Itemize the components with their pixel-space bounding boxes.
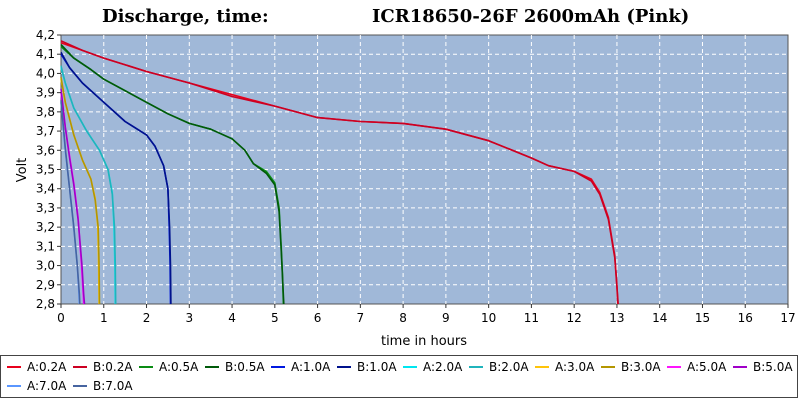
legend-swatch [7,366,21,368]
series-lines [60,40,619,305]
legend-item: A:3.0A [535,359,594,375]
y-axis-label: Volt [15,158,30,183]
y-tick-label: 2,9 [36,278,55,292]
legend-swatch [139,366,153,368]
y-tick-label: 3,3 [36,201,55,215]
legend-swatch [535,366,549,368]
chart-legend: A:0.2A B:0.2A A:0.5A B:0.5A A:1.0A B:1.0A A:2.… [0,355,798,398]
x-tick-label: 14 [652,311,667,325]
y-tick-label: 4,1 [36,47,55,61]
legend-item: B:0.2A [73,359,133,375]
legend-item: A:0.2A [7,359,66,375]
x-tick-label: 0 [57,311,65,325]
series-line-7 [60,65,117,305]
legend-swatch [205,366,219,368]
legend-swatch [403,366,417,368]
legend-label: A:5.0A [687,360,727,374]
x-tick-label: 4 [228,311,236,325]
x-tick-label: 12 [567,311,582,325]
x-tick-label: 10 [481,311,496,325]
legend-item: A:2.0A [403,359,462,375]
x-tick-label: 6 [314,311,322,325]
chart-title-right: ICR18650-26F 2600mAh (Pink) [372,6,689,27]
legend-swatch [7,385,21,387]
x-tick-label: 7 [357,311,365,325]
x-tick-label: 13 [609,311,624,325]
legend-label: B:7.0A [93,379,133,393]
x-tick-label: 5 [271,311,279,325]
y-tick-label: 3,9 [36,86,55,100]
legend-label: B:3.0A [621,360,661,374]
y-tick-label: 3,7 [36,124,55,138]
x-tick-label: 2 [143,311,151,325]
y-tick-label: 2,8 [36,297,55,311]
x-axis-label: time in hours [381,334,467,349]
legend-label: B:1.0A [357,360,397,374]
legend-label: B:0.2A [93,360,133,374]
series-line-9 [60,77,101,305]
legend-swatch [667,366,681,368]
legend-item: A:0.5A [139,359,198,375]
legend-label: A:1.0A [291,360,331,374]
x-tick-label: 9 [442,311,450,325]
legend-swatch [73,366,87,368]
legend-label: A:0.2A [27,360,67,374]
legend-swatch [271,366,285,368]
y-tick-label: 3,2 [36,220,55,234]
legend-item: B:2.0A [469,359,529,375]
y-tick-label: 3,8 [36,105,55,119]
x-tick-label: 17 [780,311,795,325]
legend-item: B:1.0A [337,359,397,375]
axis-ticks: 0 1 2 3 4 5 6 7 8 9 10 11 12 13 14 15 16 172,82,93,03,13,… [36,28,796,325]
legend-label: A:7.0A [27,379,67,393]
series-line-3 [60,44,285,305]
legend-item: A:5.0A [667,359,726,375]
y-tick-label: 3,1 [36,239,55,253]
legend-item: A:1.0A [271,359,330,375]
legend-swatch [601,366,615,368]
legend-swatch [337,366,351,368]
x-tick-label: 11 [524,311,539,325]
legend-label: A:3.0A [555,360,595,374]
legend-label: A:0.5A [159,360,199,374]
y-tick-label: 3,0 [36,259,55,273]
legend-item: B:0.5A [205,359,265,375]
chart-svg: Discharge, time: ICR18650-26F 2600mAh (P… [15,6,796,349]
legend-label: B:2.0A [489,360,529,374]
series-line-5 [60,51,172,305]
legend-swatch [469,366,483,368]
legend-swatch [73,385,87,387]
legend-item: B:7.0A [73,378,133,394]
x-tick-label: 15 [695,311,710,325]
legend-item: B:5.0A [733,359,793,375]
y-tick-label: 3,4 [36,182,55,196]
legend-item: B:3.0A [601,359,661,375]
series-line-11 [60,88,86,305]
y-tick-label: 3,6 [36,143,55,157]
legend-label: A:2.0A [423,360,463,374]
series-line-1 [60,40,619,305]
series-line-13 [60,100,81,305]
legend-swatch [733,366,747,368]
y-tick-label: 3,5 [36,163,55,177]
grid-lines [61,35,788,304]
y-tick-label: 4,2 [36,28,55,42]
x-tick-label: 16 [738,311,753,325]
x-tick-label: 8 [399,311,407,325]
chart-title-left: Discharge, time: [102,6,269,27]
legend-item: A:7.0A [7,378,66,394]
legend-label: B:5.0A [753,360,793,374]
x-tick-label: 3 [185,311,193,325]
y-tick-label: 4,0 [36,66,55,80]
legend-label: B:0.5A [225,360,265,374]
x-tick-label: 1 [100,311,108,325]
